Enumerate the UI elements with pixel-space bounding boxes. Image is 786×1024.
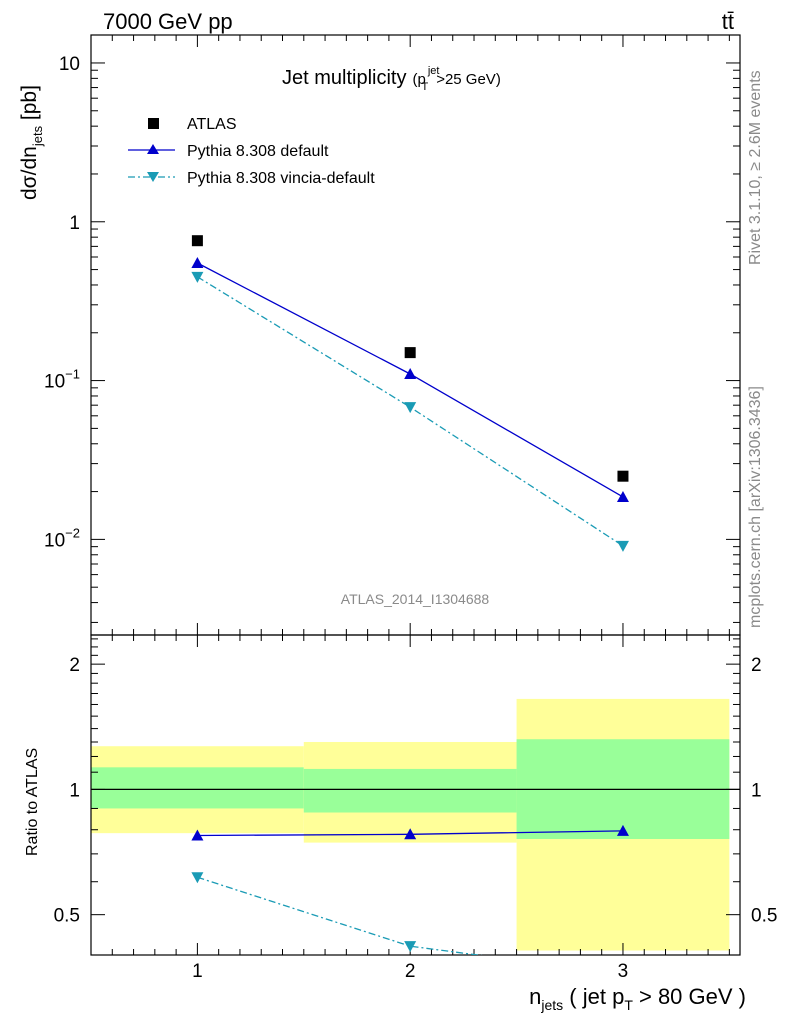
ratio-y-tick-label-right: 2 (751, 655, 762, 676)
plot-area: 1 2 3 10 1 10−1 10−2 2 2 1 1 0.5 0.5 (44, 34, 777, 982)
process-label: tt̄ (722, 9, 734, 34)
ratio-y-tick-label-left: 1 (69, 780, 80, 801)
y-tick-label: 10−2 (44, 525, 80, 551)
analysis-watermark: ATLAS_2014_I1304688 (341, 591, 490, 607)
ratio-point-series-1 (616, 824, 629, 836)
data-point-series-2 (616, 540, 629, 552)
legend-marker-atlas (148, 118, 159, 129)
ratio-y-tick-label-right: 1 (751, 780, 762, 801)
legend-label-default: Pythia 8.308 default (187, 143, 329, 160)
y-tick-label: 1 (69, 213, 80, 234)
x-axis-title: njets ( jet pT > 80 GeV ) (529, 984, 746, 1013)
ratio-bands (91, 698, 730, 951)
ratio-frame (90, 634, 741, 956)
x-tick-label: 3 (618, 961, 629, 982)
ratio-series (191, 824, 629, 955)
ratio-point-series-1 (191, 829, 204, 841)
data-point-series-1 (616, 490, 629, 502)
data-point-series-1 (191, 257, 204, 269)
y-axis-title: dσ/dnjets [pb] (18, 85, 45, 200)
y-tick-label: 10 (59, 54, 80, 75)
energy-label: 7000 GeV pp (103, 9, 233, 34)
data-point-series-1 (404, 368, 417, 380)
source-label: mcplots.cern.ch [arXiv:1306.3436] (747, 386, 764, 628)
data-point-atlas (617, 470, 629, 482)
legend-marker-vincia (147, 172, 159, 182)
data-point-series-2 (404, 402, 417, 414)
ratio-point-series-1 (404, 828, 417, 840)
band-green-0 (91, 767, 304, 809)
data-point-series-2 (191, 271, 204, 283)
x-tick-label: 1 (192, 961, 203, 982)
legend-marker-default (147, 144, 159, 154)
ratio-y-tick-label-left: 2 (69, 655, 80, 676)
ratio-y-tick-label-right: 0.5 (751, 906, 777, 927)
ratio-point-series-2 (191, 872, 204, 884)
rivet-label: Rivet 3.1.10, ≥ 2.6M events (747, 70, 764, 265)
legend-label-atlas: ATLAS (187, 116, 237, 133)
band-green-1 (303, 768, 517, 813)
ratio-point-series-2 (404, 941, 417, 953)
ratio-y-tick-label-left: 0.5 (54, 906, 80, 927)
legend-label-vincia: Pythia 8.308 vincia-default (187, 170, 375, 187)
x-tick-label: 2 (405, 961, 416, 982)
legend: ATLAS Pythia 8.308 default Pythia 8.308 … (128, 116, 375, 187)
ratio-y-axis-title: Ratio to ATLAS (24, 748, 41, 856)
data-point-atlas (191, 235, 203, 247)
chart-title: Jet multiplicity (p jet T >25 GeV) (282, 65, 501, 93)
series-line-1 (197, 262, 624, 498)
data-point-atlas (404, 347, 416, 359)
y-tick-label: 10−1 (44, 367, 80, 393)
